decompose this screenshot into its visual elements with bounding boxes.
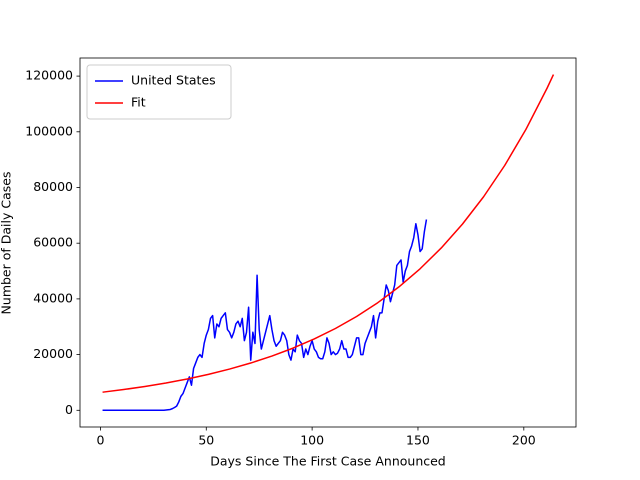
y-tick-label: 100000	[25, 123, 73, 138]
x-tick-label: 100	[300, 433, 324, 448]
y-tick-label: 120000	[25, 68, 73, 83]
x-tick-label: 0	[96, 433, 104, 448]
plot-frame	[79, 57, 577, 428]
data-line	[102, 219, 428, 412]
legend-box	[86, 64, 232, 120]
x-tick-label: 150	[406, 433, 430, 448]
x-tick-label: 50	[198, 433, 214, 448]
y-tick-label: 0	[65, 402, 73, 417]
y-tick-label: 60000	[33, 235, 73, 250]
y-tick-label: 40000	[33, 290, 73, 305]
x-axis-label: Days Since The First Case Announced	[210, 454, 446, 469]
y-tick-label: 20000	[33, 346, 73, 361]
y-tick-label: 80000	[33, 179, 73, 194]
data-line	[102, 74, 555, 393]
x-tick-label: 200	[512, 433, 536, 448]
y-axis-label: Number of Daily Cases	[0, 172, 14, 315]
legend-label: Fit	[131, 95, 146, 110]
legend-label: United States	[131, 73, 216, 88]
